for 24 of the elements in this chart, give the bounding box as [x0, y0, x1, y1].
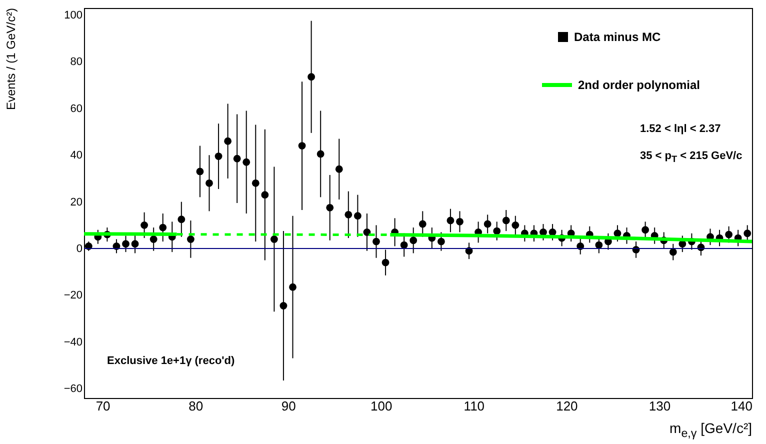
x-tick-label: 80 [188, 398, 204, 414]
y-axis-title: Events / (1 GeV/c²) [4, 8, 18, 110]
x-tick-label: 70 [96, 398, 110, 414]
x-tick-label: 110 [464, 398, 485, 414]
y-tick-label: 40 [70, 150, 82, 162]
y-tick-label: 0 [76, 243, 82, 256]
y-tick-label: 60 [70, 102, 82, 115]
y-tick-label: 80 [70, 56, 82, 68]
x-axis-title: m$_{e,γ}$ [GeV/c²] [670, 420, 752, 440]
x-tick-label: 120 [556, 398, 578, 414]
y-tick-label: −60 [64, 383, 82, 396]
legend-label: 2nd order polynomial [578, 78, 700, 92]
legend-label: Data minus MC [574, 30, 662, 44]
y-tick-label: 20 [70, 196, 82, 208]
y-tick-label: 100 [64, 10, 82, 22]
y-tick-label: −20 [64, 290, 82, 302]
annotation: 1.52 < lηl < 2.37 [640, 123, 721, 135]
x-tick-label: 130 [648, 398, 671, 414]
x-tick-label: 140 [730, 398, 752, 414]
x-tick-label: 90 [281, 398, 296, 414]
annotation: Exclusive 1e+1γ (reco'd) [107, 355, 235, 367]
x-tick-label: 100 [370, 398, 392, 414]
y-tick-label: −40 [64, 336, 82, 348]
annotation: 35 < p$_{T}$ < 215 GeV/c [640, 150, 742, 164]
